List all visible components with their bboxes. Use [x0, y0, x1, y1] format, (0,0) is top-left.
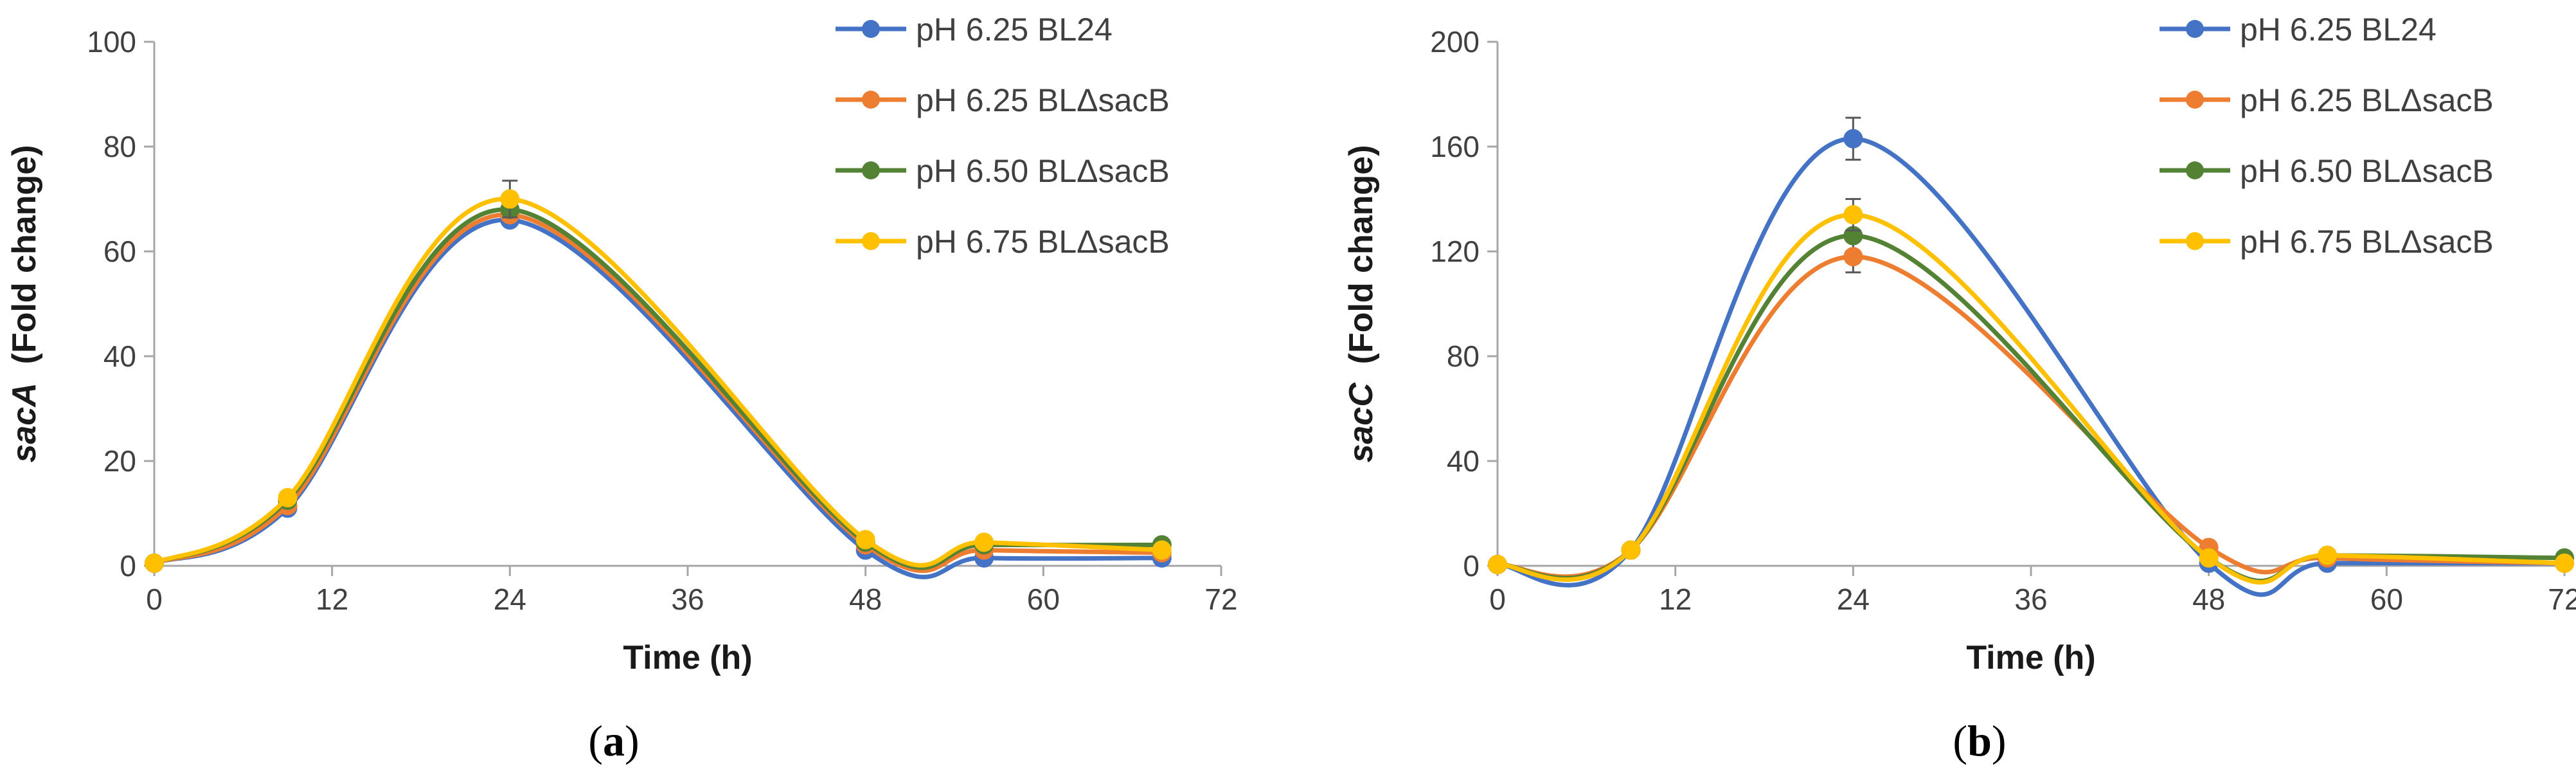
data-point — [1843, 129, 1863, 149]
y-axis-gene: sacC — [1343, 382, 1380, 463]
y-axis-suffix: (Fold change) — [6, 145, 43, 383]
series-line — [1497, 254, 2565, 579]
legend-marker — [862, 232, 880, 250]
data-point — [278, 488, 298, 508]
data-point — [1621, 540, 1641, 560]
series-2 — [1488, 226, 2574, 584]
data-point — [1843, 204, 1863, 224]
panel-label: (b) — [1953, 716, 2006, 765]
y-tick-label: 0 — [120, 549, 136, 583]
data-point — [855, 530, 875, 550]
y-axis-title: sacC (Fold change) — [1343, 145, 1380, 462]
legend-marker — [862, 20, 880, 38]
y-tick-label: 80 — [103, 130, 136, 163]
x-tick-label: 24 — [1837, 583, 1870, 616]
series-line — [153, 212, 1162, 574]
panel-letter: a — [603, 716, 625, 765]
series-line — [153, 207, 1162, 570]
y-tick-label: 120 — [1430, 235, 1480, 268]
series-line — [1497, 212, 2565, 585]
legend-label: pH 6.25 BLΔsacB — [916, 82, 1170, 118]
y-tick-label: 40 — [1447, 444, 1480, 478]
x-tick-label: 0 — [146, 583, 163, 616]
panel-label: (a) — [588, 716, 639, 765]
y-tick-label: 40 — [103, 339, 136, 373]
x-tick-label: 60 — [1027, 583, 1060, 616]
legend-marker — [2186, 91, 2204, 109]
legend-label: pH 6.25 BL24 — [2240, 12, 2437, 48]
data-point — [974, 532, 994, 552]
y-tick-label: 80 — [1447, 339, 1480, 373]
x-tick-label: 36 — [671, 583, 704, 616]
y-tick-label: 100 — [87, 25, 136, 59]
x-tick-label: 72 — [2548, 583, 2576, 616]
legend-label: pH 6.25 BL24 — [916, 12, 1113, 48]
data-point — [2199, 548, 2219, 568]
x-axis-title: Time (h) — [1966, 639, 2095, 676]
data-point — [145, 553, 164, 573]
x-tick-label: 60 — [2370, 583, 2403, 616]
x-tick-label: 24 — [494, 583, 526, 616]
series-line — [153, 217, 1162, 579]
x-tick-label: 72 — [1204, 583, 1237, 616]
x-tick-label: 48 — [849, 583, 882, 616]
data-point — [500, 189, 520, 209]
y-tick-label: 60 — [103, 235, 136, 268]
data-point — [1152, 540, 1172, 560]
x-tick-label: 12 — [1659, 583, 1692, 616]
data-point — [2555, 553, 2574, 573]
y-axis-title: sacA (Fold change) — [6, 145, 43, 462]
y-tick-label: 20 — [103, 444, 136, 478]
x-tick-label: 48 — [2192, 583, 2225, 616]
legend-marker — [862, 161, 880, 179]
series-line — [1497, 233, 2565, 584]
y-axis-suffix: (Fold change) — [1343, 145, 1380, 383]
data-point — [2318, 545, 2338, 565]
legend-marker — [2186, 232, 2204, 250]
legend-label: pH 6.25 BLΔsacB — [2240, 82, 2494, 118]
panel-letter: b — [1967, 716, 1992, 765]
series-3 — [1488, 198, 2574, 585]
x-axis-title: Time (h) — [623, 639, 752, 676]
y-tick-label: 160 — [1430, 130, 1480, 163]
series-0 — [145, 210, 1172, 579]
data-point — [1843, 247, 1863, 267]
series-3 — [145, 179, 1172, 573]
legend-marker — [862, 91, 880, 109]
legend: pH 6.25 BL24 pH 6.25 BLΔsacB pH 6.50 BLΔsa… — [836, 12, 1170, 260]
legend-label: pH 6.75 BLΔsacB — [2240, 224, 2494, 260]
legend-label: pH 6.50 BLΔsacB — [2240, 153, 2494, 189]
legend-label: pH 6.50 BLΔsacB — [916, 153, 1170, 189]
y-tick-label: 200 — [1430, 25, 1480, 59]
data-point — [1488, 554, 1507, 574]
legend-label: pH 6.75 BLΔsacB — [916, 224, 1170, 260]
legend-marker — [2186, 161, 2204, 179]
x-tick-label: 36 — [2014, 583, 2047, 616]
chart-panel-a: 0 20 40 60 80 100 0 12 24 36 48 60 72 Time (h) sacA (F… — [6, 12, 1238, 765]
legend-marker — [2186, 20, 2204, 38]
legend: pH 6.25 BL24 pH 6.25 BLΔsacB pH 6.50 BLΔsa… — [2160, 12, 2494, 260]
chart-panel-b: 0 40 80 120 160 200 0 12 24 36 48 60 72 Time (h) sacC … — [1343, 12, 2576, 765]
series-line — [1497, 136, 2564, 597]
y-tick-label: 0 — [1463, 549, 1480, 583]
series-1 — [145, 204, 1172, 574]
x-tick-label: 12 — [316, 583, 348, 616]
y-axis-gene: sacA — [6, 383, 43, 462]
x-tick-label: 0 — [1489, 583, 1506, 616]
